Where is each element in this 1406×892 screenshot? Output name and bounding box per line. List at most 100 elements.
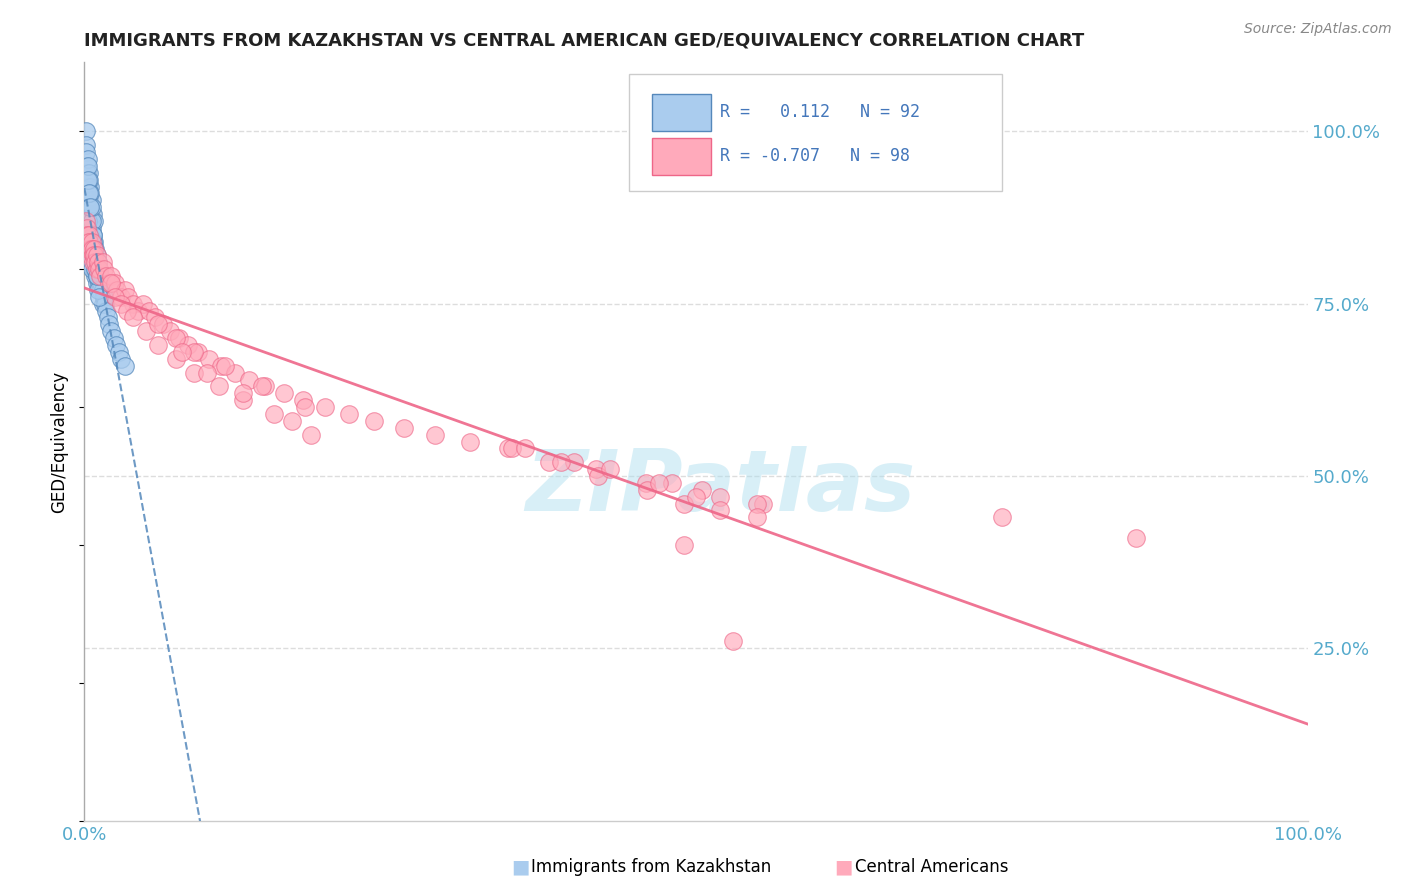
Point — [76, 172, 98, 186]
Point — [292, 393, 315, 408]
Point — [82, 262, 104, 277]
Point — [104, 290, 127, 304]
Point — [77, 220, 100, 235]
Point — [77, 214, 100, 228]
Point — [75, 214, 97, 228]
Point — [110, 296, 132, 310]
Point — [86, 269, 108, 284]
Point — [76, 227, 98, 242]
Point — [82, 248, 104, 262]
Point — [1125, 531, 1147, 545]
Point — [90, 276, 112, 290]
Point — [76, 166, 98, 180]
FancyBboxPatch shape — [652, 95, 710, 130]
Point — [84, 242, 107, 256]
Point — [159, 324, 181, 338]
Point — [77, 227, 100, 242]
Point — [263, 407, 285, 421]
Point — [77, 227, 100, 242]
Point — [425, 427, 447, 442]
Point — [77, 235, 100, 249]
Point — [87, 269, 110, 284]
Point — [209, 359, 232, 373]
Point — [83, 248, 105, 262]
Point — [146, 338, 169, 352]
Point — [83, 248, 105, 262]
Point — [132, 296, 155, 310]
Point — [586, 469, 609, 483]
Point — [82, 227, 104, 242]
Point — [238, 372, 260, 386]
FancyBboxPatch shape — [628, 74, 1002, 191]
Point — [87, 255, 110, 269]
Point — [392, 421, 415, 435]
Point — [122, 310, 145, 325]
Point — [80, 214, 103, 228]
Text: ZIPatlas: ZIPatlas — [526, 445, 915, 529]
Point — [138, 303, 160, 318]
Point — [87, 276, 110, 290]
Point — [77, 194, 100, 208]
Point — [77, 159, 100, 173]
Point — [76, 207, 98, 221]
Point — [87, 283, 110, 297]
Point — [79, 255, 101, 269]
Text: Immigrants from Kazakhstan: Immigrants from Kazakhstan — [531, 858, 772, 876]
Point — [80, 242, 103, 256]
Point — [991, 510, 1014, 524]
Point — [97, 318, 120, 332]
Point — [550, 455, 572, 469]
Point — [76, 220, 98, 235]
Point — [77, 172, 100, 186]
Point — [538, 455, 561, 469]
Point — [84, 269, 107, 284]
Text: Central Americans: Central Americans — [855, 858, 1008, 876]
Point — [77, 242, 100, 256]
Point — [93, 262, 115, 277]
Point — [513, 442, 536, 456]
Point — [165, 331, 187, 345]
Point — [86, 262, 108, 277]
Point — [135, 324, 157, 338]
Point — [83, 262, 105, 277]
Point — [77, 200, 100, 214]
Point — [79, 242, 101, 256]
Point — [77, 179, 100, 194]
Point — [83, 214, 105, 228]
Point — [79, 227, 101, 242]
Text: ■: ■ — [834, 857, 853, 877]
Point — [685, 490, 707, 504]
Point — [167, 331, 190, 345]
Point — [77, 242, 100, 256]
Point — [721, 634, 744, 648]
Point — [747, 510, 769, 524]
Point — [634, 475, 657, 490]
Point — [752, 497, 775, 511]
Point — [117, 290, 139, 304]
Point — [122, 296, 145, 310]
Point — [146, 318, 169, 332]
Point — [79, 214, 101, 228]
Point — [502, 442, 524, 456]
FancyBboxPatch shape — [652, 138, 710, 175]
Point — [183, 366, 205, 380]
Point — [79, 248, 101, 262]
Point — [337, 407, 360, 421]
Point — [294, 400, 316, 414]
Point — [115, 303, 138, 318]
Text: IMMIGRANTS FROM KAZAKHSTAN VS CENTRAL AMERICAN GED/EQUIVALENCY CORRELATION CHART: IMMIGRANTS FROM KAZAKHSTAN VS CENTRAL AM… — [84, 32, 1084, 50]
Point — [709, 503, 731, 517]
Point — [84, 255, 107, 269]
Point — [77, 172, 100, 186]
Point — [672, 497, 695, 511]
Point — [91, 283, 114, 297]
Point — [690, 483, 713, 497]
Point — [195, 366, 218, 380]
Point — [89, 283, 111, 297]
Point — [77, 207, 100, 221]
Point — [82, 248, 104, 262]
Point — [103, 331, 125, 345]
Text: R = -0.707   N = 98: R = -0.707 N = 98 — [720, 146, 911, 165]
Point — [80, 242, 103, 256]
Text: Source: ZipAtlas.com: Source: ZipAtlas.com — [1244, 22, 1392, 37]
